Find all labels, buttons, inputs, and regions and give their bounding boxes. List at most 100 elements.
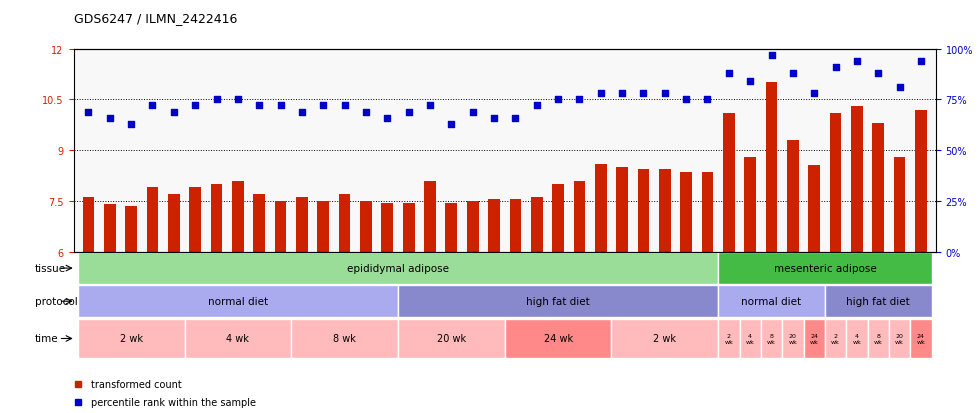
Point xyxy=(379,115,395,122)
Bar xyxy=(595,164,607,413)
Text: 4
wk: 4 wk xyxy=(746,333,755,344)
Point xyxy=(145,103,161,109)
Bar xyxy=(398,319,505,358)
Text: epididymal adipose: epididymal adipose xyxy=(347,263,449,273)
Text: 24
wk: 24 wk xyxy=(916,333,925,344)
Bar xyxy=(505,319,612,358)
Bar xyxy=(125,206,137,413)
Point xyxy=(80,109,96,116)
Bar xyxy=(889,319,910,358)
Text: 20
wk: 20 wk xyxy=(895,333,904,344)
Bar xyxy=(718,319,740,358)
Text: 4 wk: 4 wk xyxy=(226,334,249,344)
Bar xyxy=(510,199,521,413)
Point xyxy=(870,71,886,77)
Point xyxy=(166,109,181,116)
Text: 4
wk: 4 wk xyxy=(853,333,861,344)
Point xyxy=(550,97,565,104)
Point xyxy=(401,109,416,116)
Text: 2 wk: 2 wk xyxy=(120,334,143,344)
Bar xyxy=(184,319,291,358)
Text: normal diet: normal diet xyxy=(208,297,268,306)
Point xyxy=(828,64,844,71)
Bar xyxy=(531,198,543,413)
Text: 20 wk: 20 wk xyxy=(437,334,465,344)
Bar xyxy=(403,203,415,413)
Text: tissue: tissue xyxy=(35,263,67,273)
Bar xyxy=(760,319,782,358)
Bar xyxy=(745,157,756,413)
Bar xyxy=(638,169,650,413)
Bar xyxy=(825,319,847,358)
Point xyxy=(316,103,331,109)
Bar xyxy=(782,319,804,358)
Text: 8 wk: 8 wk xyxy=(333,334,356,344)
Bar xyxy=(446,203,458,413)
Point xyxy=(593,91,609,97)
Point xyxy=(721,71,737,77)
Point xyxy=(294,109,310,116)
Text: protocol: protocol xyxy=(35,297,77,306)
Bar xyxy=(718,286,825,317)
Text: 8
wk: 8 wk xyxy=(767,333,776,344)
Bar xyxy=(851,107,862,413)
Bar xyxy=(723,114,735,413)
Text: high fat diet: high fat diet xyxy=(847,297,910,306)
Point xyxy=(742,78,758,85)
Text: 24 wk: 24 wk xyxy=(544,334,572,344)
Point xyxy=(529,103,545,109)
Bar xyxy=(104,205,116,413)
Point xyxy=(700,97,715,104)
Bar xyxy=(318,202,329,413)
Text: 2
wk: 2 wk xyxy=(831,333,840,344)
Bar xyxy=(740,319,760,358)
Bar xyxy=(77,286,398,317)
Bar xyxy=(488,199,500,413)
Point xyxy=(486,115,502,122)
Point xyxy=(272,103,288,109)
Bar xyxy=(82,198,94,413)
Point xyxy=(422,103,438,109)
Text: mesenteric adipose: mesenteric adipose xyxy=(773,263,876,273)
Point xyxy=(763,52,779,59)
Bar xyxy=(765,83,777,413)
Bar xyxy=(659,169,670,413)
Point xyxy=(571,97,587,104)
Bar xyxy=(894,157,906,413)
Bar xyxy=(867,319,889,358)
Bar xyxy=(702,173,713,413)
Bar xyxy=(830,114,842,413)
Bar xyxy=(910,319,932,358)
Point xyxy=(337,103,353,109)
Bar xyxy=(274,202,286,413)
Point xyxy=(465,109,480,116)
Bar xyxy=(847,319,867,358)
Point xyxy=(252,103,268,109)
Point xyxy=(209,97,224,104)
Bar xyxy=(296,198,308,413)
Bar xyxy=(872,124,884,413)
Bar xyxy=(718,253,932,284)
Point xyxy=(614,91,630,97)
Bar xyxy=(808,166,820,413)
Bar xyxy=(360,202,371,413)
Point xyxy=(657,91,672,97)
Text: 24
wk: 24 wk xyxy=(809,333,818,344)
Point xyxy=(678,97,694,104)
Bar xyxy=(211,185,222,413)
Point xyxy=(785,71,801,77)
Point xyxy=(358,109,373,116)
Bar xyxy=(147,188,159,413)
Bar xyxy=(232,181,244,413)
Text: transformed count: transformed count xyxy=(91,379,181,389)
Point xyxy=(849,58,864,65)
Text: GDS6247 / ILMN_2422416: GDS6247 / ILMN_2422416 xyxy=(74,12,237,25)
Bar xyxy=(424,181,436,413)
Text: 2 wk: 2 wk xyxy=(654,334,676,344)
Bar xyxy=(339,195,351,413)
Text: 20
wk: 20 wk xyxy=(789,333,798,344)
Text: normal diet: normal diet xyxy=(742,297,802,306)
Point xyxy=(444,121,460,128)
Bar xyxy=(680,173,692,413)
Point xyxy=(102,115,118,122)
